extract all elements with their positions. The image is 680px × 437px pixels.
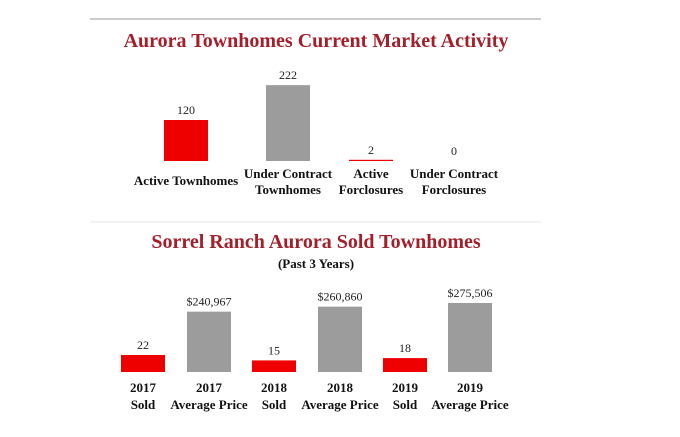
chart1-value-label: 222: [279, 68, 297, 82]
chart1-category-label: Active Townhomes: [134, 173, 238, 188]
chart1-bar: [266, 85, 310, 161]
chart2-category-label: Sold: [131, 397, 156, 412]
chart1-value-label: 2: [368, 143, 374, 157]
chart2-bar: [318, 306, 362, 372]
chart1-category-label: Under Contract: [410, 166, 499, 181]
chart2-value-label: $240,967: [187, 295, 232, 309]
chart2-category-label: Sold: [393, 397, 418, 412]
chart2-title: Sorrel Ranch Aurora Sold Townhomes: [151, 231, 481, 253]
chart2-category-label: 2019: [392, 380, 419, 395]
chart1-category-label: Forclosures: [422, 182, 487, 197]
chart1-category-label: Townhomes: [255, 182, 321, 197]
chart2-category-label: Average Price: [170, 397, 248, 412]
chart2-category-label: 2017: [196, 380, 223, 395]
chart2-subtitle: (Past 3 Years): [278, 256, 354, 271]
chart2-value-label: $260,860: [318, 290, 363, 304]
chart2-category-label: Average Price: [301, 397, 379, 412]
chart2-category-label: 2018: [261, 380, 288, 395]
chart2-value-label: $275,506: [448, 286, 493, 300]
chart1-category-label: Forclosures: [339, 182, 404, 197]
chart1-title: Aurora Townhomes Current Market Activity: [124, 30, 509, 52]
chart2-bar: [383, 358, 427, 372]
chart2-value-label: 15: [268, 343, 280, 357]
chart2-plot: 22 2017 Sold $240,967 2017 Average Price 15 201…: [121, 286, 509, 412]
chart2-bar: [448, 303, 492, 372]
chart2-category-label: 2018: [327, 380, 354, 395]
chart1-category-label: Under Contract: [244, 166, 333, 181]
chart2-value-label: 22: [137, 338, 149, 352]
chart1-value-label: 0: [451, 144, 457, 158]
chart1-value-label: 120: [177, 103, 195, 117]
chart1-bar: [349, 159, 393, 161]
chart2-bar: [252, 360, 296, 372]
chart1-bar: [164, 120, 208, 161]
chart2-category-label: Average Price: [431, 397, 509, 412]
chart2-value-label: 18: [399, 341, 411, 355]
chart2-category-label: 2017: [130, 380, 157, 395]
chart1-category-label: Active: [353, 166, 389, 181]
chart2-category-label: Sold: [262, 397, 287, 412]
chart2-category-label: 2019: [457, 380, 484, 395]
chart2-bar: [187, 311, 231, 372]
chart2-bar: [121, 355, 165, 372]
